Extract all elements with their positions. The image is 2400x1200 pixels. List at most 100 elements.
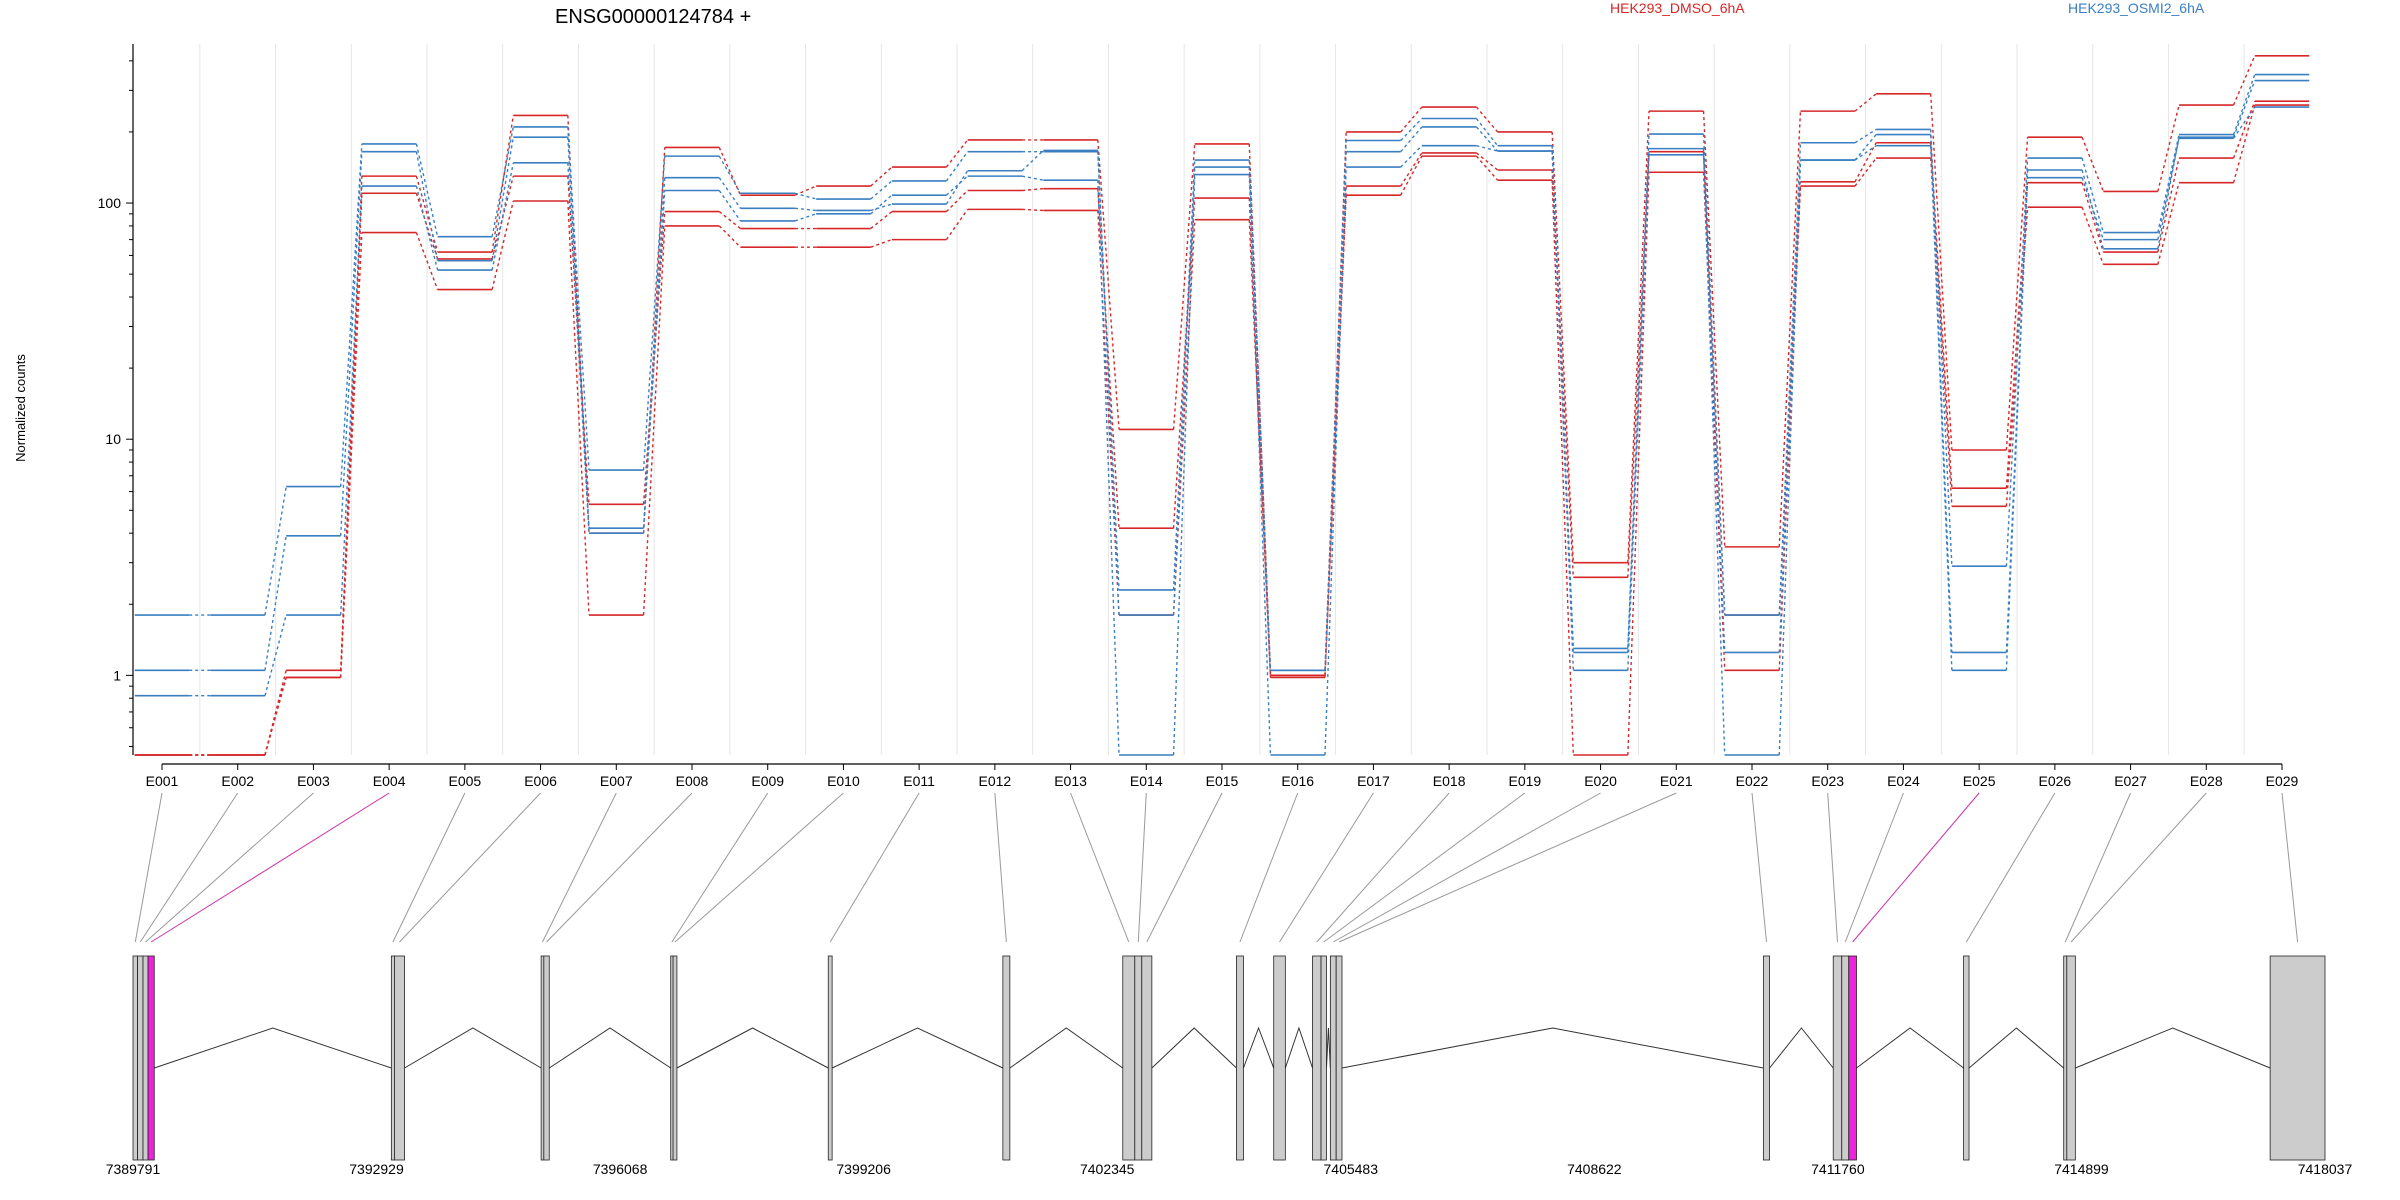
coordinate-label: 7414899 [2054, 1161, 2109, 1177]
series-connector [1627, 133, 1650, 649]
x-tick-label: E005 [449, 773, 482, 789]
x-tick-label: E029 [2266, 773, 2299, 789]
connector-E002 [139, 792, 239, 943]
series-connector [1702, 154, 1726, 756]
series-connector [339, 232, 363, 678]
x-tick-label: E010 [827, 773, 860, 789]
intron-line [1856, 1027, 1964, 1069]
connector-E028 [2070, 792, 2207, 943]
x-tick-label: E007 [600, 773, 633, 789]
exon-bin-E013 [1122, 955, 1136, 1161]
connector-E001 [134, 792, 163, 943]
x-tick-label: E023 [1811, 773, 1844, 789]
bin-connector-lines [134, 792, 2299, 943]
series-connector [1172, 197, 1196, 529]
series-connector [2157, 138, 2180, 240]
x-tick-label: E001 [146, 773, 179, 789]
coordinate-label: 7389791 [106, 1161, 161, 1177]
series-connector [1097, 188, 1120, 529]
series-connector [642, 156, 666, 471]
connector-E029 [2281, 792, 2299, 943]
exon-bin-E022 [1762, 955, 1770, 1161]
exon-bin-E017 [1273, 955, 1286, 1161]
connector-E015 [1146, 792, 1223, 943]
series-connector [491, 175, 514, 260]
exon-bin-E001 [132, 955, 138, 1161]
connector-E008 [546, 792, 693, 943]
series-connector [794, 192, 817, 200]
series-connector [2005, 137, 2029, 451]
coordinate-label: 7418037 [2298, 1161, 2353, 1177]
series-connector [1702, 111, 1726, 547]
series-connector [2005, 207, 2029, 507]
exon-bin-E011 [827, 955, 833, 1161]
x-tick-label: E025 [1963, 773, 1996, 789]
connector-E025 [1852, 792, 1980, 943]
plot-series [134, 55, 2310, 756]
series-connector [642, 147, 666, 534]
series-connector [1097, 139, 1120, 430]
exon-bin-E021 [1335, 955, 1343, 1161]
series-connector [2081, 157, 2104, 233]
series-connector [1248, 174, 1272, 756]
connector-E010 [674, 792, 844, 943]
series-connector [491, 137, 515, 261]
series-connector [1854, 128, 1877, 144]
series-connector [945, 170, 969, 205]
series-connector [1324, 167, 1347, 756]
series-connector [1778, 111, 1802, 547]
x-tick-label: E026 [2039, 773, 2072, 789]
series-connector [2081, 169, 2104, 249]
series-connector [2081, 136, 2104, 192]
series-connector [415, 151, 439, 261]
connector-E009 [671, 792, 769, 943]
x-tick-label: E008 [676, 773, 709, 789]
intron-line [548, 1027, 671, 1069]
series-connector [1400, 118, 1423, 141]
series-connector [1929, 142, 1953, 489]
exon-bin-E004 [147, 955, 155, 1161]
series-connector [264, 486, 287, 616]
x-tick-label: E022 [1736, 773, 1769, 789]
x-tick-label: E018 [1433, 773, 1466, 789]
series-connector [718, 147, 742, 196]
series-connector [2157, 134, 2180, 233]
exon-bin-E025 [1848, 955, 1857, 1161]
intron-line [404, 1027, 542, 1069]
series-connector [1627, 172, 1650, 756]
series-connector [415, 185, 439, 271]
connector-E007 [542, 792, 617, 943]
exon-bin-E010 [672, 955, 678, 1161]
connector-E005 [392, 792, 466, 943]
series-connector [2232, 74, 2256, 135]
series-connector [1248, 219, 1272, 678]
series-connector [264, 677, 287, 756]
series-connector [415, 175, 439, 253]
series-connector [1475, 152, 1499, 171]
series-connector [2157, 182, 2180, 265]
series-connector [2081, 182, 2104, 253]
series-connector [1929, 129, 1953, 567]
series-connector [1400, 145, 1423, 168]
series-connector [1324, 151, 1347, 671]
coordinate-label: 7396068 [593, 1161, 648, 1177]
x-tick-label: E016 [1281, 773, 1314, 789]
y-tick-label: 100 [98, 195, 122, 211]
connector-E024 [1844, 792, 1904, 943]
series-connector [1702, 148, 1726, 653]
coordinate-label: 7399206 [836, 1161, 891, 1177]
series-connector [1475, 155, 1499, 181]
series-connector [945, 208, 969, 241]
series-connector [870, 238, 893, 248]
coordinate-label: 7402345 [1080, 1161, 1135, 1177]
exon-bin-E028 [2066, 955, 2076, 1161]
series-connector [415, 232, 439, 290]
exon-bin-E012 [1002, 955, 1011, 1161]
coordinate-label: 7411760 [1811, 1161, 1865, 1177]
series-connector [1400, 152, 1423, 187]
series-connector [1854, 142, 1877, 183]
series-HEK293_DMSO_6hA-rep3 [134, 104, 2310, 756]
exon-bin-E027 [2063, 955, 2068, 1161]
series-connector [264, 535, 287, 671]
